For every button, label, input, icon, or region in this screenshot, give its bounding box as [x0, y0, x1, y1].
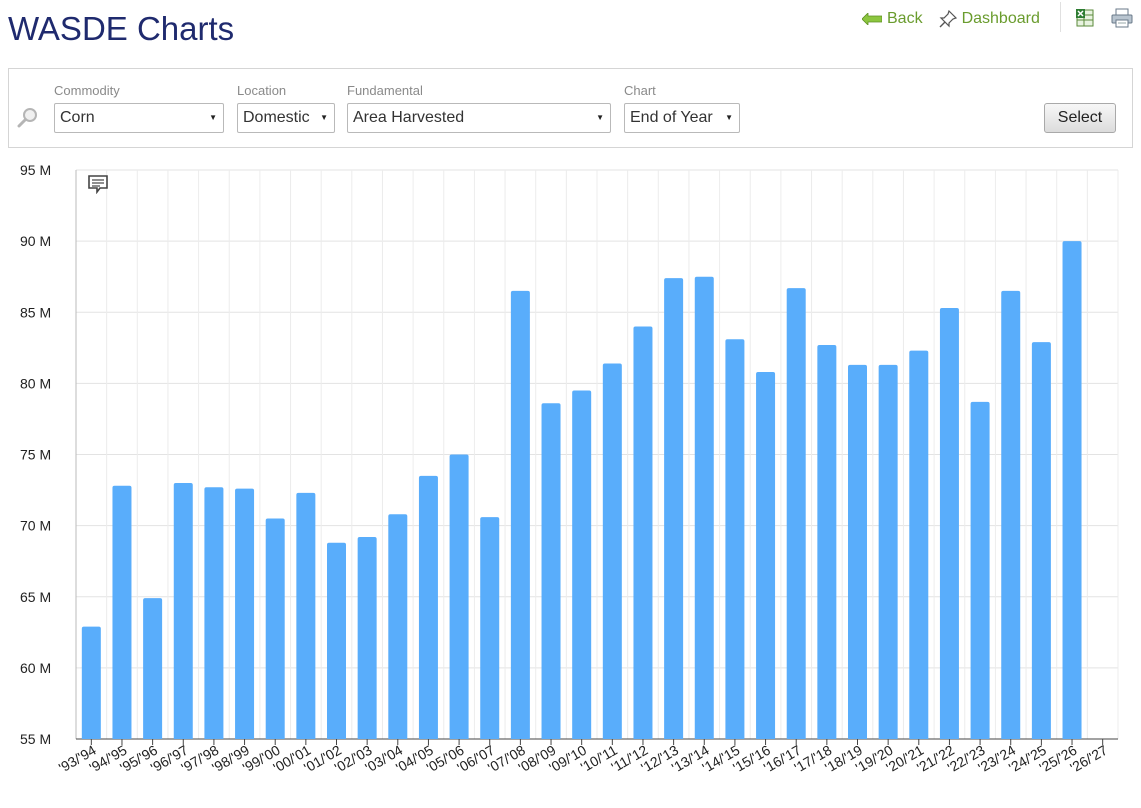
bar[interactable] — [480, 517, 500, 739]
bar[interactable] — [449, 454, 469, 740]
chevron-down-icon: ▼ — [596, 113, 604, 122]
bar[interactable] — [143, 598, 163, 739]
top-nav: Back Dashboard — [862, 8, 1056, 30]
bar[interactable] — [1001, 290, 1021, 739]
page-title: WASDE Charts — [8, 10, 235, 47]
chart-field: Chart End of Year ▼ — [624, 83, 740, 133]
bar[interactable] — [235, 488, 255, 739]
bar[interactable] — [388, 514, 408, 739]
bar[interactable] — [725, 339, 745, 739]
location-select[interactable]: Domestic ▼ — [237, 103, 335, 133]
bar-chart: 55 M60 M65 M70 M75 M80 M85 M90 M95 M'93/… — [20, 162, 1119, 776]
fundamental-label: Fundamental — [347, 83, 423, 98]
back-link[interactable]: Back — [862, 10, 923, 28]
bar[interactable] — [602, 363, 622, 739]
y-tick-label: 90 M — [20, 233, 51, 249]
bar[interactable] — [572, 390, 592, 739]
search-icon — [17, 108, 37, 128]
y-tick-label: 55 M — [20, 731, 51, 747]
fundamental-value: Area Harvested — [353, 109, 465, 126]
chevron-down-icon: ▼ — [725, 113, 733, 122]
chart-label: Chart — [624, 83, 656, 98]
bar[interactable] — [939, 307, 959, 739]
y-tick-label: 75 M — [20, 447, 51, 463]
y-tick-label: 85 M — [20, 304, 51, 320]
back-arrow-icon — [862, 13, 882, 25]
y-tick-label: 65 M — [20, 589, 51, 605]
bar[interactable] — [633, 326, 653, 739]
fundamental-field: Fundamental Area Harvested ▼ — [347, 83, 611, 133]
bar[interactable] — [204, 487, 224, 739]
comment-icon[interactable] — [88, 174, 108, 194]
bar[interactable] — [909, 350, 929, 739]
bar[interactable] — [848, 364, 867, 739]
back-label: Back — [887, 10, 923, 27]
pin-icon — [939, 10, 957, 28]
fundamental-select[interactable]: Area Harvested ▼ — [347, 103, 611, 133]
bar[interactable] — [265, 518, 285, 739]
location-value: Domestic — [243, 109, 310, 126]
location-field: Location Domestic ▼ — [237, 83, 335, 133]
commodity-value: Corn — [60, 109, 95, 126]
bar[interactable] — [327, 542, 346, 739]
bar[interactable] — [1031, 342, 1051, 739]
chart-select[interactable]: End of Year ▼ — [624, 103, 740, 133]
print-icon[interactable] — [1111, 8, 1133, 33]
dashboard-label: Dashboard — [961, 10, 1040, 27]
y-tick-label: 60 M — [20, 660, 51, 676]
bar[interactable] — [786, 288, 806, 739]
y-tick-label: 70 M — [20, 518, 51, 534]
excel-export-icon[interactable] — [1075, 8, 1095, 33]
chevron-down-icon: ▼ — [209, 113, 217, 122]
bar[interactable] — [1062, 241, 1082, 739]
select-button[interactable]: Select — [1044, 103, 1116, 133]
y-tick-label: 95 M — [20, 162, 51, 178]
chevron-down-icon: ▼ — [320, 113, 328, 122]
bar[interactable] — [664, 278, 684, 739]
bar[interactable] — [541, 403, 561, 739]
chart-value: End of Year — [630, 109, 713, 126]
bar[interactable] — [817, 344, 837, 739]
chart-area: 55 M 60 M 65 M 70 M 75 M 80 M 85 M 90 M 95 M '93/… — [0, 150, 1141, 808]
commodity-label: Commodity — [54, 83, 120, 98]
bar[interactable] — [112, 485, 132, 739]
bar[interactable] — [970, 401, 990, 739]
commodity-select[interactable]: Corn ▼ — [54, 103, 224, 133]
location-label: Location — [237, 83, 287, 98]
bar[interactable] — [357, 537, 377, 739]
bar[interactable] — [756, 371, 776, 739]
toolbar-divider — [1060, 2, 1061, 32]
bar[interactable] — [296, 492, 316, 739]
bar[interactable] — [878, 364, 898, 739]
dashboard-link[interactable]: Dashboard — [939, 10, 1040, 28]
commodity-field: Commodity Corn ▼ — [54, 83, 224, 133]
bar[interactable] — [418, 475, 438, 739]
bar[interactable] — [510, 290, 530, 739]
filter-panel: Commodity Corn ▼ Location Domestic ▼ Fun… — [8, 68, 1133, 148]
bar[interactable] — [173, 482, 193, 739]
bar[interactable] — [81, 626, 101, 739]
bar[interactable] — [694, 276, 714, 739]
y-tick-label: 80 M — [20, 375, 51, 391]
